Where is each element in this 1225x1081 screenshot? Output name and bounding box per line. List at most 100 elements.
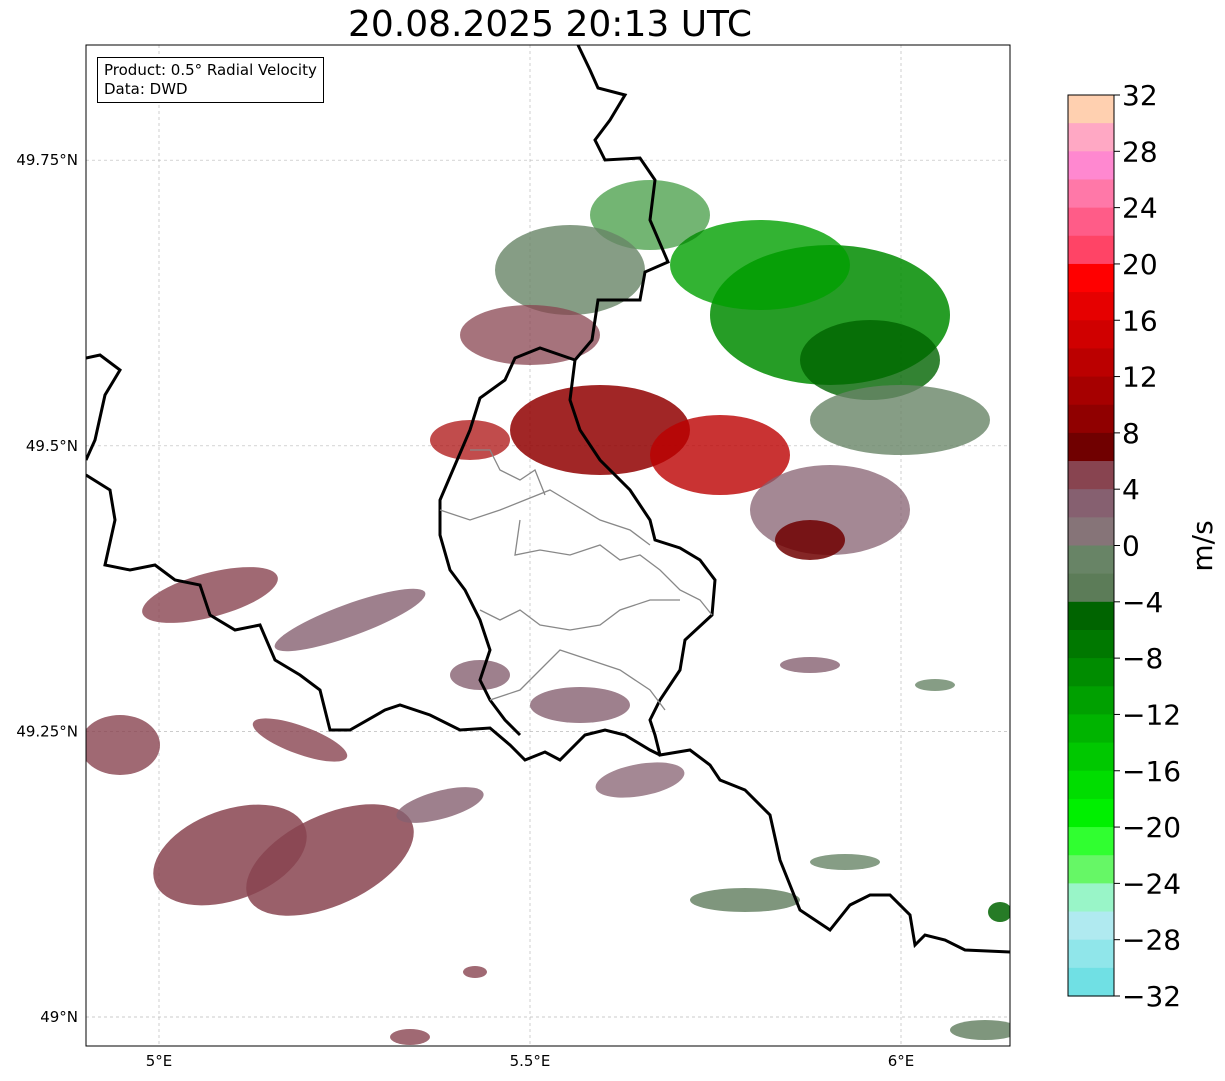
luxembourg-border — [438, 346, 576, 737]
echo-sw-8 — [390, 1029, 430, 1045]
echo-sw-9 — [463, 966, 487, 978]
colorbar-tick-label: 32 — [1122, 79, 1158, 112]
echo-red-s — [650, 415, 790, 495]
colorbar-swatch — [1068, 629, 1114, 659]
lat-tick-label: 49.5°N — [26, 437, 78, 455]
country-border-southwest — [86, 473, 661, 762]
echo-s-2 — [595, 762, 685, 798]
colorbar-swatch — [1068, 179, 1114, 209]
echo-e-2 — [915, 679, 955, 691]
colorbar: 32 28 24 20 16 12 8 4 0 −4 −8 −12 −16 −20 −24 −28 −32 — [1067, 79, 1181, 1013]
echo-sw-3 — [86, 715, 160, 775]
colorbar-tick-label: −20 — [1122, 811, 1181, 844]
colorbar-tick-label: 24 — [1122, 192, 1158, 225]
product-info-box: Product: 0.5° Radial Velocity Data: DWD — [97, 57, 324, 103]
colorbar-swatch — [1068, 404, 1114, 434]
colorbar-tick-label: −24 — [1122, 867, 1181, 900]
colorbar-tick-label: 8 — [1122, 417, 1140, 450]
lon-tick-labels: 5°E5.5°E6°E6.5°E7°E — [146, 1052, 915, 1070]
echo-s-3 — [690, 888, 800, 912]
colorbar-swatch — [1068, 855, 1114, 884]
colorbar-swatch — [1068, 320, 1114, 350]
colorbar-swatch — [1068, 770, 1114, 800]
map-title: 20.08.2025 20:13 UTC — [347, 4, 753, 45]
colorbar-tick-label: −32 — [1122, 980, 1181, 1013]
colorbar-swatch — [1068, 292, 1114, 321]
colorbar-swatch — [1068, 601, 1114, 631]
colorbar-tick-label: 4 — [1122, 473, 1140, 506]
colorbar-swatch — [1068, 461, 1114, 490]
colorbar-swatch — [1068, 939, 1114, 969]
plot-frame — [85, 44, 1011, 1047]
echo-e-1 — [780, 657, 840, 673]
colorbar-swatch — [1068, 263, 1114, 293]
echo-greygreen-e — [810, 385, 990, 455]
colorbar-swatch — [1068, 827, 1114, 856]
colorbar-swatch — [1068, 489, 1114, 518]
colorbar-swatch — [1068, 376, 1114, 406]
lon-tick-label: 5°E — [146, 1052, 173, 1070]
echo-darkred-w — [510, 385, 690, 475]
echo-s-1 — [530, 687, 630, 723]
colorbar-tick-label: −28 — [1122, 924, 1181, 957]
country-border-north — [568, 45, 1010, 954]
lat-tick-labels: 49°N49.25°N49.5°N49.75°N50°N50.25°N50.5°… — [16, 151, 78, 1026]
map-borders — [86, 45, 1010, 954]
echo-se-2 — [988, 902, 1010, 922]
colorbar-swatch — [1068, 545, 1114, 575]
colorbar-swatch — [1068, 742, 1114, 772]
colorbar-swatch — [1068, 686, 1114, 716]
country-border-west — [86, 353, 122, 461]
colorbar-swatch — [1068, 714, 1114, 744]
admin-boundary-5 — [470, 449, 546, 496]
echo-sw-7 — [396, 787, 484, 823]
colorbar-unit-label: m/s — [1186, 520, 1219, 571]
colorbar-swatch — [1068, 207, 1114, 237]
echo-darkred-se — [775, 520, 845, 560]
data-source-label: Data: DWD — [104, 80, 188, 98]
colorbar-swatch — [1068, 123, 1114, 152]
echo-maroon-nw — [460, 305, 600, 365]
colorbar-swatch — [1068, 517, 1114, 547]
echo-greygreen-nw — [495, 225, 645, 315]
echo-sw-1 — [142, 567, 278, 623]
lat-tick-label: 49.75°N — [16, 151, 78, 169]
echo-sw-4 — [252, 718, 348, 762]
admin-boundary-2 — [514, 519, 713, 616]
echo-sw-2 — [274, 588, 426, 652]
colorbar-tick-label: 28 — [1122, 135, 1158, 168]
colorbar-tick-label: 20 — [1122, 248, 1158, 281]
lat-tick-label: 49.25°N — [16, 722, 78, 740]
colorbar-swatch — [1068, 798, 1114, 828]
colorbar-tick-label: −8 — [1122, 642, 1163, 675]
admin-boundary-4 — [489, 649, 666, 711]
admin-boundary-3 — [479, 599, 680, 631]
colorbar-swatch — [1068, 235, 1114, 265]
echo-s-4 — [810, 854, 880, 870]
lat-tick-label: 49°N — [40, 1008, 78, 1026]
admin-boundary-1 — [439, 489, 651, 546]
echo-green-n — [670, 220, 850, 310]
lon-tick-label: 6°E — [888, 1052, 915, 1070]
echo-dkgreen-e — [800, 320, 940, 400]
colorbar-swatch — [1068, 967, 1114, 997]
colorbar-swatch — [1068, 658, 1114, 687]
colorbar-swatch — [1068, 151, 1114, 181]
colorbar-swatch — [1068, 95, 1114, 124]
colorbar-swatch — [1068, 348, 1114, 378]
colorbar-tick-label: 16 — [1122, 304, 1158, 337]
colorbar-swatch — [1068, 911, 1114, 941]
colorbar-tick-label: −12 — [1122, 698, 1181, 731]
colorbar-swatch — [1068, 432, 1114, 462]
colorbar-tick-label: −4 — [1122, 586, 1163, 619]
colorbar-tick-label: 0 — [1122, 530, 1140, 563]
lon-tick-label: 5.5°E — [510, 1052, 551, 1070]
echo-c-1 — [450, 660, 510, 690]
echo-sw-6 — [246, 804, 414, 916]
product-label: Product: 0.5° Radial Velocity — [104, 61, 317, 79]
radar-echoes — [86, 180, 1010, 1045]
colorbar-tick-label: 12 — [1122, 361, 1158, 394]
colorbar-tick-label: −16 — [1122, 755, 1181, 788]
echo-se-1 — [950, 1020, 1010, 1040]
